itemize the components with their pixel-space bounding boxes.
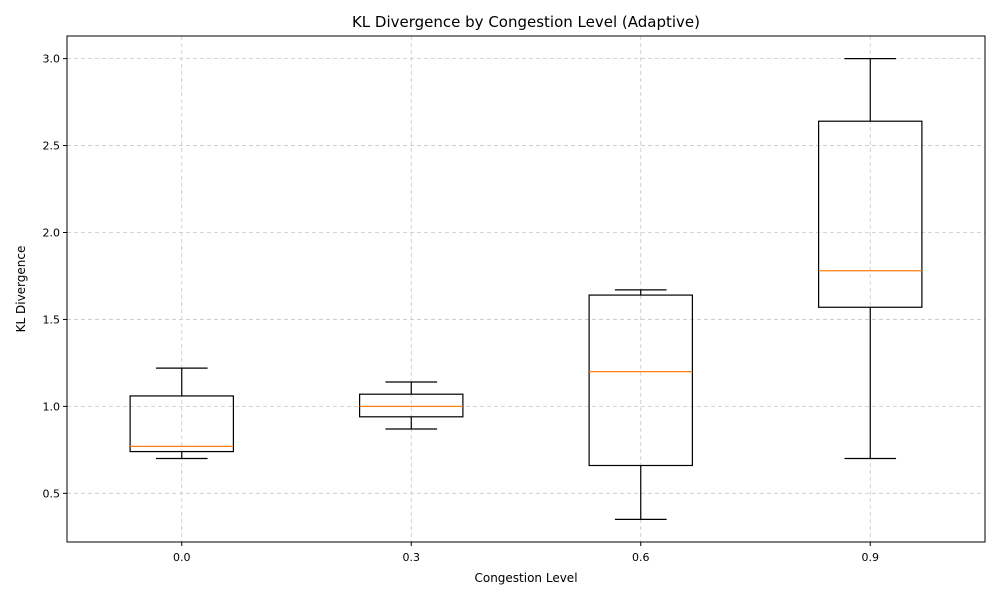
grid-lines [67,36,985,542]
box-0.3 [359,381,464,430]
x-axis-ticks: 0.0 0.3 0.6 0.9 [173,542,879,564]
y-tick-label: 3.0 [43,53,61,66]
plot-frame [66,35,986,543]
y-axis-label: KL Divergence [14,246,28,333]
y-tick-label: 2.5 [43,140,61,153]
y-axis-ticks: 0.5 1.0 1.5 2.0 2.5 3.0 [43,53,67,500]
iqr-box [129,395,234,453]
box-series [129,58,923,520]
x-axis-label: Congestion Level [474,571,577,585]
y-tick-label: 2.0 [43,226,61,239]
y-tick-label: 1.5 [43,313,61,326]
iqr-box [588,294,693,467]
x-tick-label: 0.0 [173,551,191,564]
y-tick-label: 1.0 [43,400,61,413]
y-tick-label: 0.5 [43,487,61,500]
x-tick-label: 0.6 [632,551,650,564]
box-0.6 [588,289,693,520]
chart-title: KL Divergence by Congestion Level (Adapt… [352,13,700,31]
x-tick-label: 0.3 [403,551,421,564]
x-tick-label: 0.9 [862,551,880,564]
box-0.0 [129,367,234,460]
box-0.9 [818,58,923,460]
iqr-box [818,120,923,308]
iqr-box [359,393,464,418]
